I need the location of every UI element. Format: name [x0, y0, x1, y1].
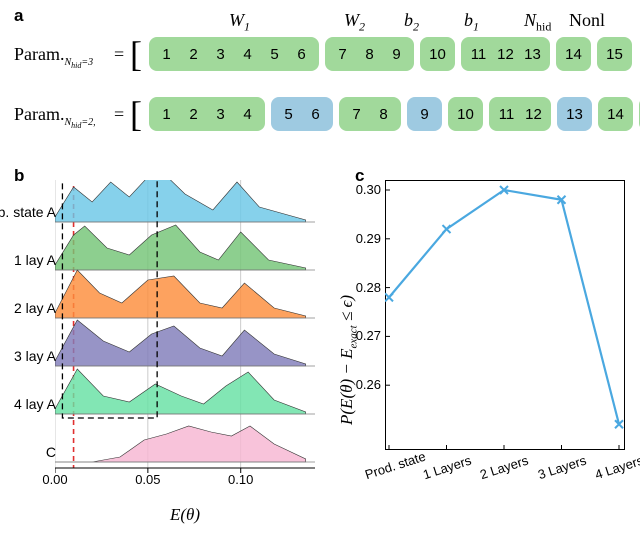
param-group: 14	[556, 37, 591, 71]
ridge-row-label: 2 lay A	[0, 300, 56, 316]
param-cell: 4	[234, 39, 261, 69]
param-group: 111213	[461, 37, 550, 71]
bracket-left: [	[130, 96, 142, 132]
param-group: 123456	[149, 37, 319, 71]
chip-row: [123456789101112131415]	[126, 96, 640, 132]
param-cell: 3	[207, 99, 234, 129]
panel-a-label: a	[14, 6, 23, 26]
x-category-label: 1 Layers	[421, 453, 473, 483]
param-cell: 2	[180, 99, 207, 129]
y-axis-label-c: P(E(θ) − Eexact ≤ ϵ)	[337, 295, 359, 425]
column-header: W1	[229, 10, 250, 35]
equals-sign: =	[114, 104, 124, 125]
line-plot	[385, 180, 625, 450]
param-group: 10	[420, 37, 455, 71]
column-header: Nonl	[569, 10, 605, 31]
param-cell: 3	[207, 39, 234, 69]
param-cell: 10	[452, 99, 479, 129]
column-header: W2	[344, 10, 365, 35]
ridge-plot	[55, 180, 315, 490]
x-tick-label: 0.10	[223, 472, 259, 487]
param-cell: 9	[383, 39, 410, 69]
param-cell: 1	[153, 99, 180, 129]
param-cell: 13	[519, 39, 546, 69]
param-group: 14	[598, 97, 633, 131]
param-cell: 6	[302, 99, 329, 129]
ridge-row-label: 1 lay A	[0, 252, 56, 268]
panel-c: c P(E(θ) − Eexact ≤ ϵ) 0.260.270.280.290…	[335, 170, 635, 525]
param-cell: 12	[520, 99, 547, 129]
y-tick-label: 0.30	[343, 182, 381, 197]
y-tick-label: 0.26	[343, 377, 381, 392]
param-group: 56	[271, 97, 333, 131]
param-cell: 1	[153, 39, 180, 69]
param-cell: 4	[234, 99, 261, 129]
ridge-row-label: p. state A	[0, 204, 56, 220]
column-header: b1	[464, 10, 479, 35]
ridge-row-label: 4 lay A	[0, 396, 56, 412]
param-group: 78	[339, 97, 401, 131]
param-cell: 8	[370, 99, 397, 129]
param-prefix: Param.Nhid=3	[14, 44, 93, 70]
x-tick-label: 0.05	[130, 472, 166, 487]
param-cell: 5	[261, 39, 288, 69]
param-cell: 9	[411, 99, 438, 129]
param-cell: 14	[560, 39, 587, 69]
y-tick-label: 0.29	[343, 231, 381, 246]
y-tick-label: 0.27	[343, 328, 381, 343]
y-tick-label: 0.28	[343, 280, 381, 295]
param-cell: 10	[424, 39, 451, 69]
param-cell: 7	[329, 39, 356, 69]
param-cell: 5	[275, 99, 302, 129]
param-cell: 13	[561, 99, 588, 129]
param-cell: 2	[180, 39, 207, 69]
param-group: 15	[597, 37, 632, 71]
param-group: 789	[325, 37, 414, 71]
param-group: 1112	[489, 97, 551, 131]
param-cell: 11	[465, 39, 492, 69]
column-header: b2	[404, 10, 419, 35]
param-group: 9	[407, 97, 442, 131]
x-category-label: 3 Layers	[536, 453, 588, 483]
param-group: 1234	[149, 97, 265, 131]
param-cell: 12	[492, 39, 519, 69]
chip-row: [123456789101112131415]	[126, 36, 640, 72]
column-header: Nhid	[524, 10, 551, 35]
param-group: 10	[448, 97, 483, 131]
ridge-row-label: C	[0, 444, 56, 460]
equals-sign: =	[114, 44, 124, 65]
param-prefix: Param.Nhid=2,	[14, 104, 96, 130]
param-cell: 6	[288, 39, 315, 69]
param-cell: 8	[356, 39, 383, 69]
panel-b: b p. state A1 lay A2 lay A3 lay A4 lay A…	[0, 170, 330, 525]
param-cell: 15	[601, 39, 628, 69]
param-cell: 14	[602, 99, 629, 129]
x-category-label: 4 Layers	[593, 453, 640, 483]
panel-b-label: b	[14, 166, 24, 186]
param-cell: 7	[343, 99, 370, 129]
x-category-label: Prod. state	[363, 449, 427, 483]
ridge-row-label: 3 lay A	[0, 348, 56, 364]
bracket-left: [	[130, 36, 142, 72]
x-category-label: 2 Layers	[478, 453, 530, 483]
param-cell: 11	[493, 99, 520, 129]
param-group: 13	[557, 97, 592, 131]
x-tick-label: 0.00	[37, 472, 73, 487]
x-axis-label-b: E(θ)	[170, 505, 200, 525]
